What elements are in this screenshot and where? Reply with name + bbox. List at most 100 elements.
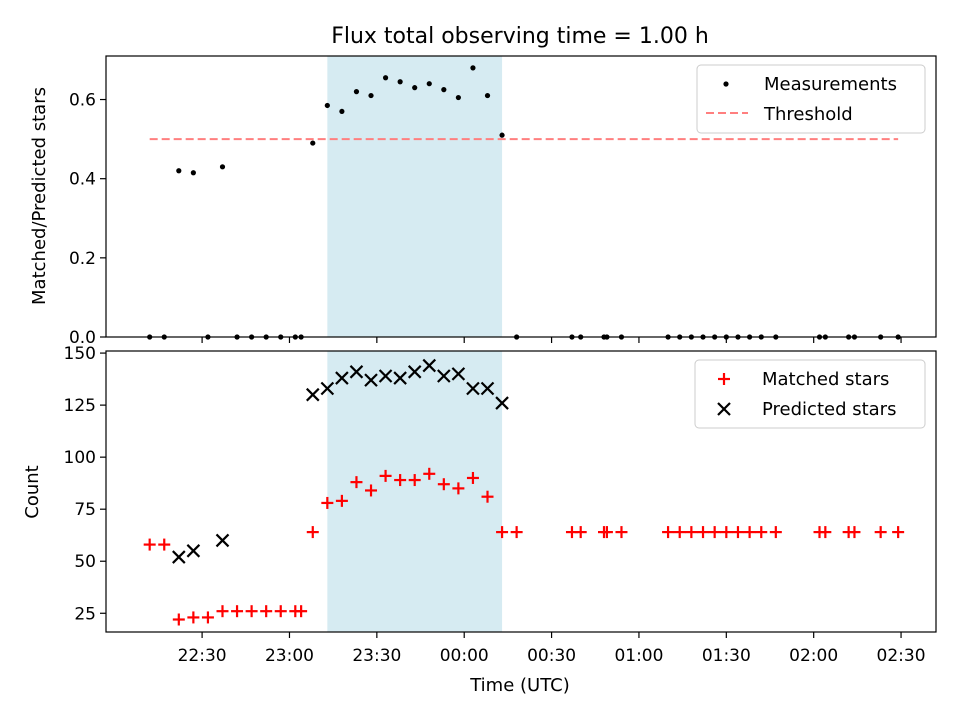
measurement-point [176,168,182,174]
matched-star-marker [437,478,450,491]
matched-star-marker [574,526,587,539]
predicted-star-marker [422,358,437,373]
legend-measurements-label: Measurements [764,74,897,95]
matched-star-marker [423,467,436,480]
bottom-ytick-label: 125 [64,396,96,416]
top-ylabel: Matched/Predicted stars [29,87,50,305]
bottom-ytick-label: 100 [64,448,96,468]
matched-star-marker [335,494,348,507]
matched-star-marker [600,526,613,539]
matched-star-marker [892,526,905,539]
bottom-axes: 25 50 75 100 125 150 22:30 23:00 23:30 00:00 00:30… [64,344,926,666]
bottom-ylabel: Count [22,465,43,518]
xtick-label: 23:00 [265,646,314,666]
predicted-star-marker [172,550,186,564]
top-legend-box [696,64,926,134]
matched-star-marker [365,484,378,497]
matched-star-marker [295,605,308,618]
matched-star-marker [245,605,258,618]
xtick-label: 23:30 [352,646,401,666]
xtick-label: 01:00 [614,646,663,666]
matched-star-marker [143,538,156,551]
predicted-star-marker [480,381,495,396]
legend-predicted-marker [717,402,731,416]
predicted-star-marker [335,371,349,385]
matched-star-marker [731,526,744,539]
matched-star-marker [321,496,334,509]
matched-star-marker [615,526,628,539]
bottom-legend-box [694,359,926,429]
legend-measurements-marker [723,81,729,87]
bottom-ytick-label: 50 [74,552,96,572]
xtick-label: 00:00 [440,646,489,666]
predicted-star-marker [320,381,335,396]
top-legend: Measurements Threshold [696,64,926,134]
measurement-point [382,75,389,81]
legend-threshold-label: Threshold [763,104,853,125]
matched-star-marker [708,526,721,539]
bottom-frame [105,350,937,633]
xtick-label: 22:30 [178,646,227,666]
measurement-point [353,89,360,95]
measurement-point [499,132,505,138]
predicted-star-marker [393,371,407,385]
matched-star-marker [379,469,392,482]
matched-star-marker [187,611,200,624]
measurement-point [190,170,196,176]
measurement-point [219,164,226,170]
measurement-point [470,65,476,71]
matched-star-marker [158,538,171,551]
matched-star-marker [755,526,768,539]
matched-star-marker [874,526,887,539]
measurement-point [455,94,461,101]
xtick-label: 00:30 [527,646,576,666]
matched-star-marker [819,526,832,539]
predicted-star-marker [364,373,378,387]
matched-star-marker [394,474,407,487]
matched-star-marker [697,526,710,539]
measurement-point [368,92,374,99]
bottom-ytick-label: 25 [74,604,96,624]
matched-star-marker [848,526,861,539]
predicted-star-marker [407,365,422,379]
top-ytick-label: 0.2 [69,249,96,269]
matched-star-marker [172,613,185,626]
top-ytick-label: 0.6 [69,91,96,111]
bottom-legend: Matched stars Predicted stars [694,359,926,429]
matched-star-marker [274,605,287,618]
legend-matched-marker [718,373,730,385]
matched-star-marker [720,526,733,539]
xtick-label: 02:30 [877,646,926,666]
matched-star-marker [452,482,465,495]
panel-top: 0.0 0.2 0.4 0.6 Matched/Predicted stars Mea… [29,55,937,348]
measurement-point [441,87,447,93]
top-frame [105,55,937,338]
matched-star-marker [408,474,421,487]
matched-star-marker [260,605,273,618]
top-ytick-label: 0.4 [69,170,96,190]
predicted-star-marker [495,396,509,410]
matched-star-marker [743,526,756,539]
measurement-point [412,85,418,91]
matched-star-marker [769,526,782,539]
measurement-point [324,102,330,109]
matched-star-marker [673,526,686,539]
measurement-point [397,79,403,85]
bottom-ytick-label: 150 [64,344,96,364]
chart-title: Flux total observing time = 1.00 h [331,24,709,49]
predicted-star-marker [186,544,201,558]
matched-star-marker [510,526,523,539]
matched-star-marker [350,476,363,489]
measurement-point [339,108,345,115]
bottom-plot-area [143,358,905,626]
measurement-point [310,140,316,146]
xtick-label: 01:30 [702,646,751,666]
predicted-star-marker [305,387,320,402]
matched-star-marker [306,526,319,539]
predicted-star-marker [378,369,393,383]
matched-star-marker [201,611,214,624]
top-highlight-span [327,56,503,337]
x-axis-label: Time (UTC) [469,675,570,696]
matched-star-marker [231,605,244,618]
